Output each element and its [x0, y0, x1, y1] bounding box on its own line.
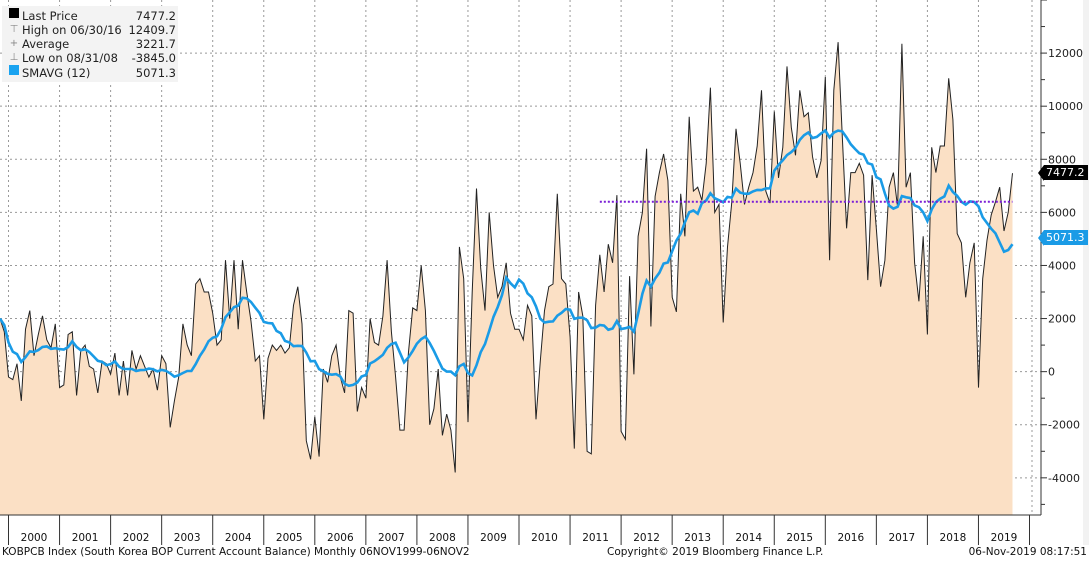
legend-item: Last Price 7477.2	[6, 8, 176, 23]
x-tick-label: 2013	[684, 532, 711, 544]
legend: Last Price 7477.2 ⊤ High on 06/30/16 12409.7…	[2, 6, 178, 82]
black-square-icon	[6, 8, 22, 23]
x-tick-label: 2002	[123, 532, 150, 544]
right-axis-panel	[1041, 0, 1089, 545]
y-tick-label: 2000	[1048, 313, 1076, 326]
y-tick-label: 4000	[1048, 259, 1076, 272]
footer-timestamp: 06-Nov-2019 08:17:51	[968, 546, 1087, 558]
footer-security-description: KOBPCB Index (South Korea BOP Current Ac…	[2, 546, 470, 558]
legend-label: Average	[22, 37, 70, 51]
smavg-line	[0, 128, 1014, 388]
y-tick-label: 6000	[1048, 206, 1076, 219]
y-tick-label: 10000	[1048, 100, 1083, 113]
legend-value: -3845.0	[131, 51, 176, 65]
x-tick-label: 2016	[837, 532, 864, 544]
high-marker-icon: ⊤	[9, 24, 19, 35]
footer-copyright: Copyright© 2019 Bloomberg Finance L.P.	[607, 546, 824, 558]
y-tick-label: 12000	[1048, 47, 1083, 60]
x-tick-label: 2012	[633, 532, 660, 544]
legend-value: 3221.7	[135, 37, 176, 51]
average-marker-icon: +	[9, 38, 19, 49]
x-tick-label: 2004	[225, 532, 252, 544]
x-tick-label: 2009	[480, 532, 507, 544]
legend-item: SMAVG (12) 5071.3	[6, 65, 176, 80]
x-tick-label: 2010	[531, 532, 558, 544]
last-price-tag: 7477.2	[1038, 165, 1088, 181]
legend-label: SMAVG (12)	[22, 65, 91, 80]
x-tick-label: 2014	[735, 532, 762, 544]
x-tick-label: 2008	[429, 532, 456, 544]
x-tick-label: 2001	[72, 532, 99, 544]
legend-value: 5071.3	[135, 65, 176, 80]
low-marker-icon: ⊥	[9, 52, 19, 63]
y-tick-label: 8000	[1048, 153, 1076, 166]
blue-square-icon	[6, 65, 22, 80]
legend-label: High on 06/30/16	[22, 23, 122, 37]
x-tick-label: 2017	[888, 532, 915, 544]
x-tick-label: 2019	[991, 532, 1018, 544]
legend-label: Last Price	[22, 8, 78, 23]
x-tick-label: 2018	[940, 532, 967, 544]
legend-item: ⊥ Low on 08/31/08 -3845.0	[6, 51, 176, 65]
x-tick-label: 2003	[174, 532, 201, 544]
y-tick-label: 0	[1048, 366, 1055, 379]
x-tick-label: 2005	[276, 532, 303, 544]
legend-value: 7477.2	[135, 8, 176, 23]
last-price-line	[0, 42, 1013, 473]
smavg-tag: 5071.3	[1038, 230, 1088, 246]
x-tick-label: 2007	[378, 532, 405, 544]
y-tick-label: -4000	[1048, 472, 1080, 485]
legend-value: 12409.7	[128, 23, 176, 37]
x-tick-label: 2015	[786, 532, 813, 544]
secondary-axis-strip	[1083, 0, 1089, 545]
legend-label: Low on 08/31/08	[22, 51, 118, 65]
legend-item: + Average 3221.7	[6, 37, 176, 51]
x-tick-label: 2000	[21, 532, 48, 544]
x-tick-label: 2006	[327, 532, 354, 544]
legend-item: ⊤ High on 06/30/16 12409.7	[6, 23, 176, 37]
y-tick-label: -2000	[1048, 419, 1080, 432]
x-tick-label: 2011	[582, 532, 609, 544]
